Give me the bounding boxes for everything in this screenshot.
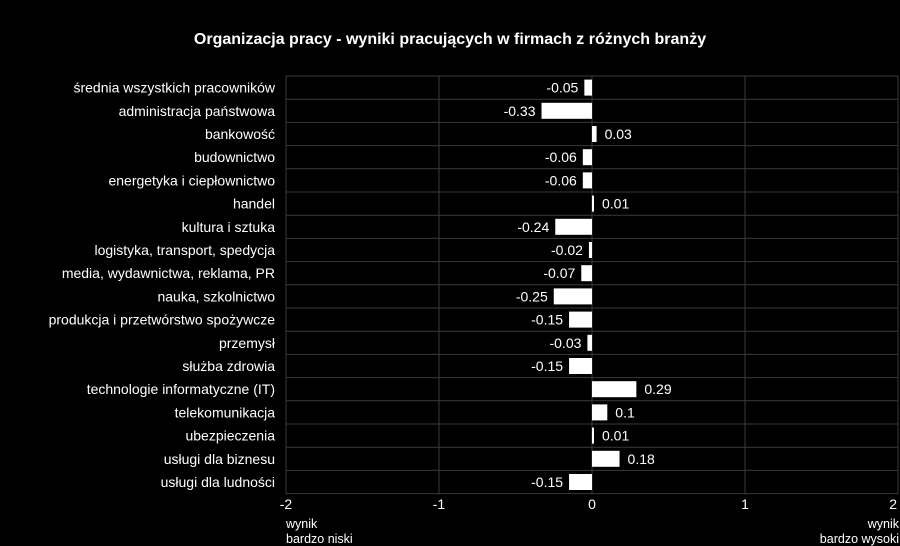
bar <box>592 195 594 212</box>
category-label: handel <box>233 196 275 212</box>
bar <box>569 311 592 328</box>
bar <box>553 288 592 305</box>
bars <box>541 79 637 490</box>
data-label: -0.15 <box>531 358 563 374</box>
data-label: -0.06 <box>545 149 577 165</box>
data-label: -0.24 <box>517 219 549 235</box>
bar <box>587 334 592 351</box>
x-tick-label: -1 <box>433 496 446 512</box>
category-label: średnia wszystkich pracowników <box>73 80 275 96</box>
low-score-label-line1: wynik <box>285 517 318 531</box>
bar <box>555 218 592 235</box>
category-labels: średnia wszystkich pracowników administra… <box>49 80 276 490</box>
data-label: -0.15 <box>531 312 563 328</box>
category-label: nauka, szkolnictwo <box>157 288 275 304</box>
category-label: bankowość <box>205 126 275 142</box>
data-label: 0.01 <box>602 196 629 212</box>
bar <box>592 381 637 398</box>
category-label: służba zdrowia <box>182 358 275 374</box>
data-label: -0.03 <box>549 335 581 351</box>
data-label: 0.03 <box>605 126 632 142</box>
category-label: telekomunikacja <box>175 404 276 420</box>
x-tick-label: 2 <box>889 496 897 512</box>
data-label: 0.18 <box>628 451 655 467</box>
gridlines <box>285 75 899 495</box>
data-label: -0.07 <box>543 265 575 281</box>
x-tick-label: -2 <box>280 496 293 512</box>
chart-title: Organizacja pracy - wyniki pracujących w… <box>194 31 706 48</box>
category-label: media, wydawnictwa, reklama, PR <box>62 265 275 281</box>
category-label: logistyka, transport, spedycja <box>94 242 275 258</box>
category-label: technologie informatyczne (IT) <box>87 381 275 397</box>
category-label: usługi dla biznesu <box>164 451 275 467</box>
category-label: przemysł <box>219 335 276 351</box>
data-label: -0.05 <box>546 80 578 96</box>
bar <box>588 242 592 258</box>
data-label: -0.02 <box>551 242 583 258</box>
data-label: -0.15 <box>531 474 563 490</box>
low-score-label-line2: bardzo niski <box>286 532 353 546</box>
category-label: produkcja i przetwórstwo spożywcze <box>49 312 276 328</box>
category-label: kultura i sztuka <box>182 219 276 235</box>
x-tick-label: 1 <box>741 496 749 512</box>
category-label: administracja państwowa <box>119 103 276 119</box>
bar <box>584 79 592 96</box>
high-score-label-line2: bardzo wysoki <box>820 532 899 546</box>
data-label: -0.25 <box>516 288 548 304</box>
data-label: -0.33 <box>504 103 536 119</box>
x-tick-label: 0 <box>588 496 596 512</box>
data-label: 0.1 <box>615 404 635 420</box>
data-labels: -0.05 -0.33 0.03 -0.06 -0.06 0.01 -0.24-0.02 -0… <box>504 80 672 490</box>
bar <box>592 450 620 467</box>
data-label: 0.01 <box>602 428 629 444</box>
category-label: budownictwo <box>194 149 275 165</box>
data-label: 0.29 <box>644 381 671 397</box>
category-label: ubezpieczenia <box>185 428 275 444</box>
bar <box>541 102 592 119</box>
data-label: -0.06 <box>545 172 577 188</box>
bar <box>582 149 592 166</box>
bar <box>581 265 592 282</box>
category-label: energetyka i ciepłownictwo <box>108 172 275 188</box>
bar <box>592 404 608 421</box>
x-axis-ticks: -2 -1 0 1 2 <box>280 496 897 512</box>
bar <box>592 126 597 142</box>
bar <box>569 358 592 374</box>
high-score-label-line1: wynik <box>867 517 900 531</box>
category-label: usługi dla ludności <box>161 474 275 490</box>
bar <box>569 474 592 490</box>
bar <box>582 172 592 189</box>
bar <box>592 427 594 444</box>
